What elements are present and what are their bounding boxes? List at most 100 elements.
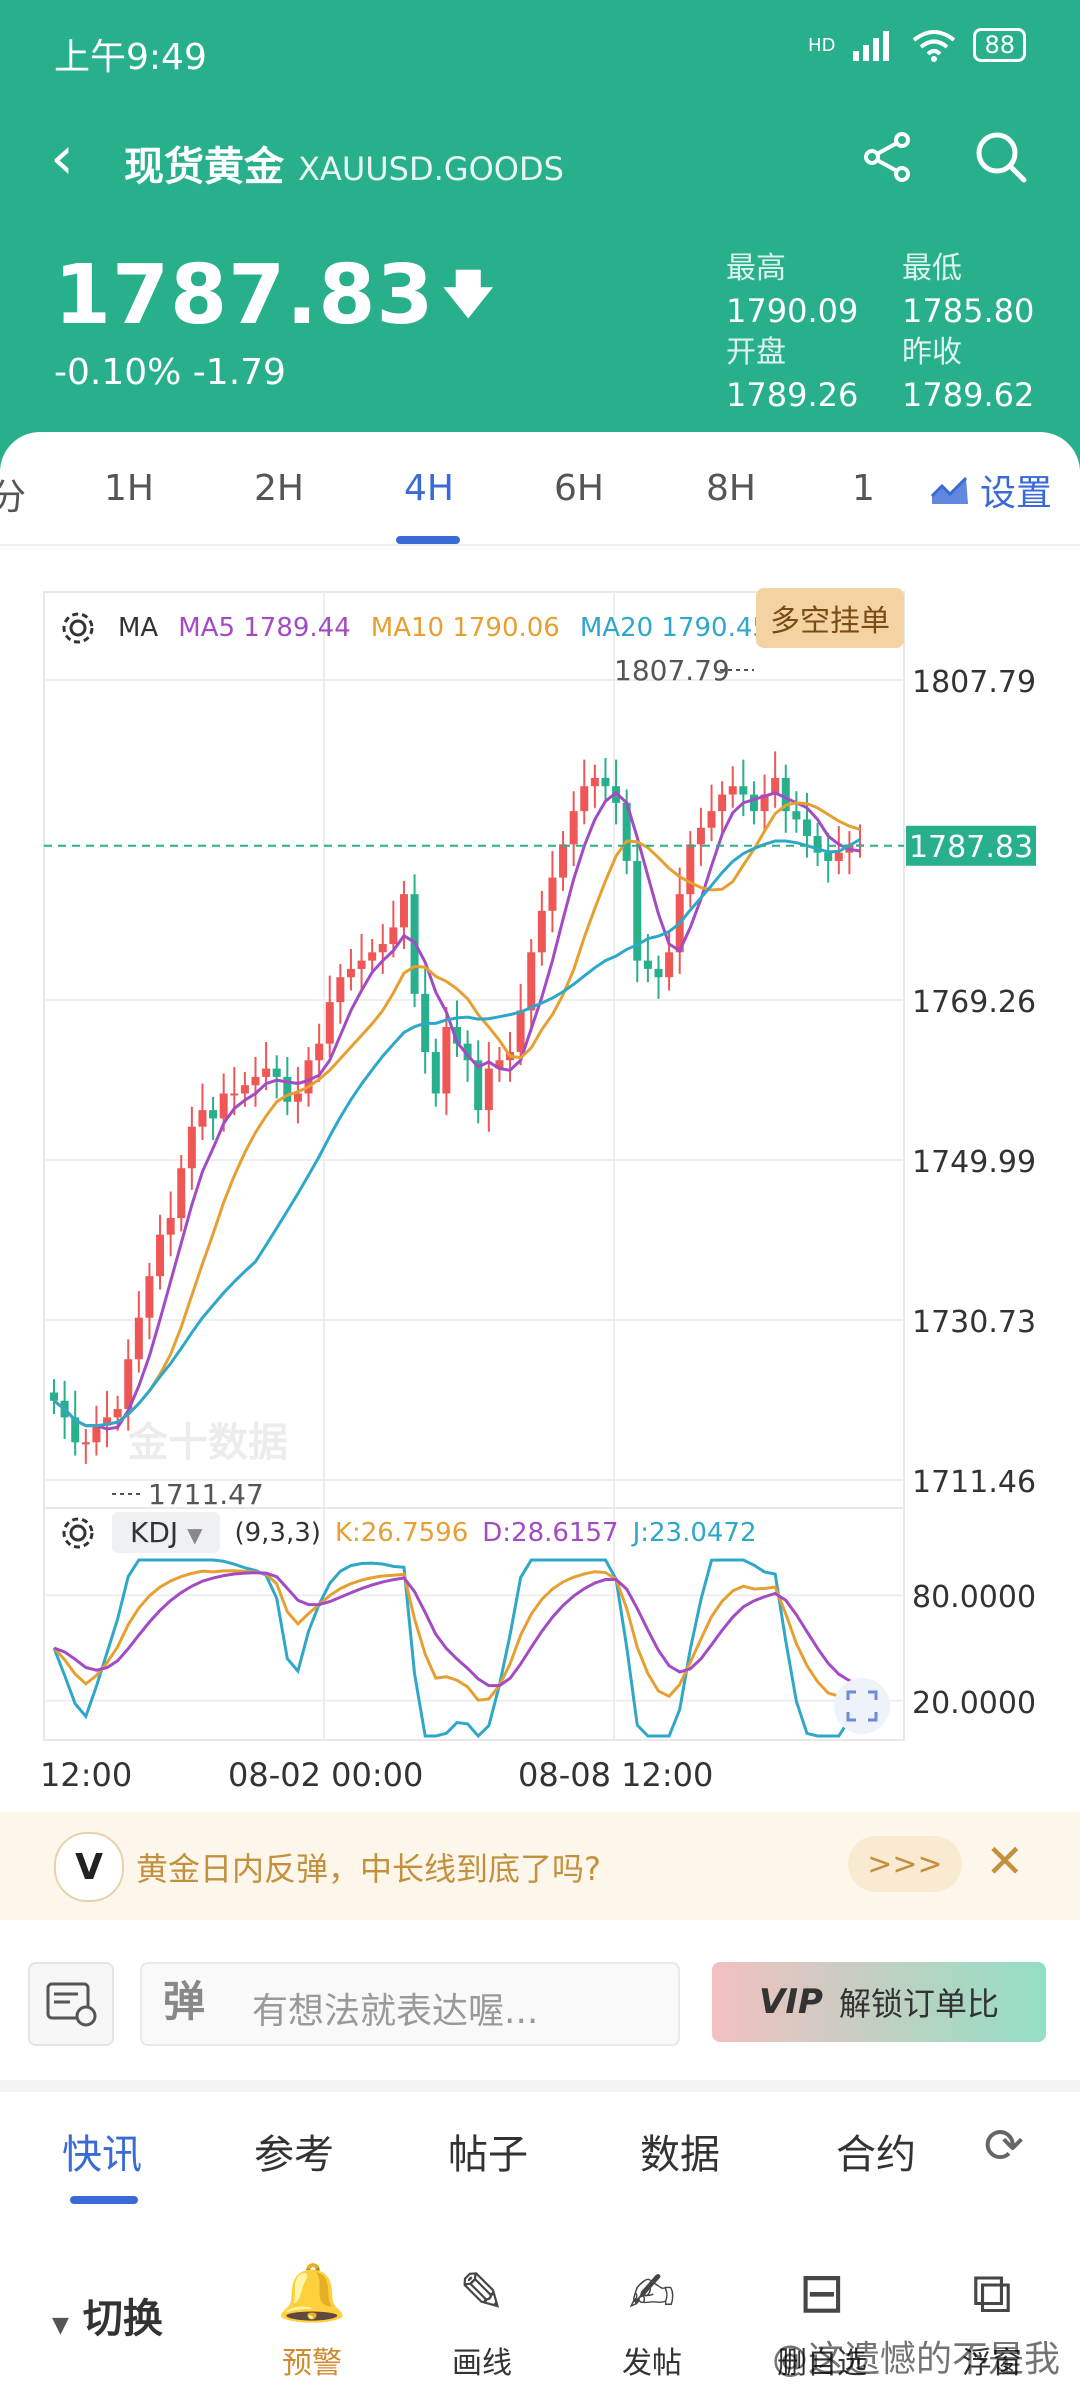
low-value: 1785.80 xyxy=(902,292,1035,330)
order-card-button[interactable] xyxy=(28,1962,114,2046)
comment-input[interactable]: 弹 有想法就表达喔... xyxy=(140,1962,680,2046)
candle-body xyxy=(813,836,822,853)
price-change: -0.10% -1.79 xyxy=(54,352,286,393)
edit-icon: ✍ xyxy=(628,2261,676,2326)
tab-more[interactable]: 1 xyxy=(852,468,875,509)
candle-body xyxy=(569,811,578,845)
candle-body xyxy=(50,1392,58,1401)
tab-minute[interactable]: 分 xyxy=(0,477,27,518)
tab-contracts[interactable]: 合约 xyxy=(836,2132,916,2178)
search-icon[interactable] xyxy=(972,128,1030,186)
promo-banner[interactable]: V 黄金日内反弹，中长线到底了吗? >>> ✕ xyxy=(0,1812,1080,1920)
float-window-button[interactable]: ⧉ 浮窗 xyxy=(932,2262,1052,2382)
active-tab-indicator xyxy=(396,536,460,544)
ma-legend: MA MA5 1789.44 MA10 1790.06 MA20 1790.45 xyxy=(58,608,769,648)
candle-body xyxy=(336,977,345,1003)
high-marker: 1807.79 xyxy=(614,654,730,687)
user-watermark: @这遗憾的不是我 xyxy=(771,2339,1060,2380)
candle-body xyxy=(527,952,536,1011)
candle-body xyxy=(771,777,780,795)
candle-body xyxy=(156,1234,165,1277)
tab-posts[interactable]: 帖子 xyxy=(448,2132,528,2178)
promo-logo-icon: V xyxy=(54,1832,124,1902)
period-tabs: 分 1H 2H 4H 6H 8H 1 设置 xyxy=(0,432,1080,546)
chevron-down-icon: ▼ xyxy=(187,1523,203,1547)
tab-data[interactable]: 数据 xyxy=(640,2132,720,2178)
price-axis-label: 1749.99 xyxy=(912,1145,1036,1180)
candle-body xyxy=(707,811,716,828)
close-icon[interactable]: ✕ xyxy=(985,1834,1024,1888)
candle-body xyxy=(516,1010,525,1052)
long-short-orders-button[interactable]: 多空挂单 xyxy=(756,588,904,648)
back-icon[interactable]: ‹ xyxy=(50,123,74,193)
candle-body xyxy=(187,1126,196,1169)
candle-body xyxy=(368,952,377,961)
chart-watermark: 金十数据 xyxy=(127,1420,288,1466)
kdj-k-line xyxy=(52,1569,861,1702)
candlestick-chart[interactable]: 1807.79 1769.26 1749.99 1730.73 1711.46 金十数据 1… xyxy=(0,560,1080,1760)
prev-close-value: 1789.62 xyxy=(902,376,1035,414)
price-axis-label: 1807.79 xyxy=(912,665,1036,700)
candle-body xyxy=(474,1060,483,1111)
alert-button[interactable]: 🔔 预警 xyxy=(252,2262,372,2382)
promo-more-button[interactable]: >>> xyxy=(848,1836,962,1892)
candle-body xyxy=(643,960,652,969)
candle-body xyxy=(145,1276,154,1318)
refresh-icon[interactable]: ⟳ xyxy=(983,2118,1024,2174)
share-icon[interactable] xyxy=(860,130,914,184)
candle-body xyxy=(453,1027,461,1044)
candle-body xyxy=(272,1068,281,1077)
candle-body xyxy=(209,1110,218,1119)
switch-button[interactable]: ▼ 切换 xyxy=(52,2296,163,2342)
candle-body xyxy=(293,1093,302,1102)
network-label: HD xyxy=(808,34,836,56)
promo-text[interactable]: 黄金日内反弹，中长线到底了吗? xyxy=(136,1850,601,1888)
kdj-j-line xyxy=(52,1558,862,1739)
candle-body xyxy=(304,1060,313,1094)
post-button[interactable]: ✍ 发帖 xyxy=(592,2262,712,2382)
ma-label: MA xyxy=(118,613,159,643)
candle-body xyxy=(633,860,642,961)
tab-1h[interactable]: 1H xyxy=(104,468,154,509)
tab-4h[interactable]: 4H xyxy=(404,468,454,509)
vip-unlock-button[interactable]: VIP 解锁订单比 xyxy=(712,1962,1046,2042)
settings-button[interactable]: 设置 xyxy=(930,464,1052,516)
candle-body xyxy=(749,794,758,812)
tab-6h[interactable]: 6H xyxy=(554,468,604,509)
candle-body xyxy=(739,786,748,795)
candle-body xyxy=(92,1425,101,1443)
ma5-line xyxy=(53,790,861,1431)
indicator-select[interactable]: KDJ ▼ xyxy=(112,1512,221,1553)
remove-watchlist-button[interactable]: ⊟ 删自选 xyxy=(762,2262,882,2382)
fullscreen-icon[interactable] xyxy=(846,1690,878,1722)
candle-body xyxy=(113,1409,122,1418)
tab-flash[interactable]: 快讯 xyxy=(62,2132,142,2178)
kdj-params: (9,3,3) xyxy=(234,1517,321,1548)
wifi-icon xyxy=(913,30,956,62)
kdj-j: J:23.0472 xyxy=(632,1517,757,1548)
candle-body xyxy=(177,1168,186,1219)
kdj-k: K:26.7596 xyxy=(334,1517,469,1548)
pen-icon: ✎ xyxy=(458,2261,506,2326)
draw-line-button[interactable]: ✎ 画线 xyxy=(422,2262,542,2382)
main-chart-gear-icon[interactable] xyxy=(58,608,98,648)
candle-body xyxy=(590,777,599,787)
candle-body xyxy=(718,794,727,812)
candle-body xyxy=(463,1043,472,1061)
candle-body xyxy=(81,1442,90,1445)
fullscreen-button-bg xyxy=(834,1678,890,1734)
danmaku-badge[interactable]: 弹 xyxy=(162,1977,205,2026)
tab-reference[interactable]: 参考 xyxy=(254,2132,334,2178)
tab-2h[interactable]: 2H xyxy=(254,468,304,509)
price-axis-label: 1769.26 xyxy=(912,985,1036,1020)
bell-icon: 🔔 xyxy=(277,2261,347,2326)
candle-body xyxy=(134,1317,143,1360)
high-value: 1790.09 xyxy=(726,292,859,330)
candle-body xyxy=(601,777,610,787)
kdj-gear-icon[interactable] xyxy=(58,1513,98,1553)
comment-placeholder: 有想法就表达喔... xyxy=(252,1991,539,2032)
tab-8h[interactable]: 8H xyxy=(706,468,756,509)
candle-body xyxy=(431,1051,440,1094)
candle-body xyxy=(389,927,398,945)
ma5-value: MA5 1789.44 xyxy=(178,613,351,643)
